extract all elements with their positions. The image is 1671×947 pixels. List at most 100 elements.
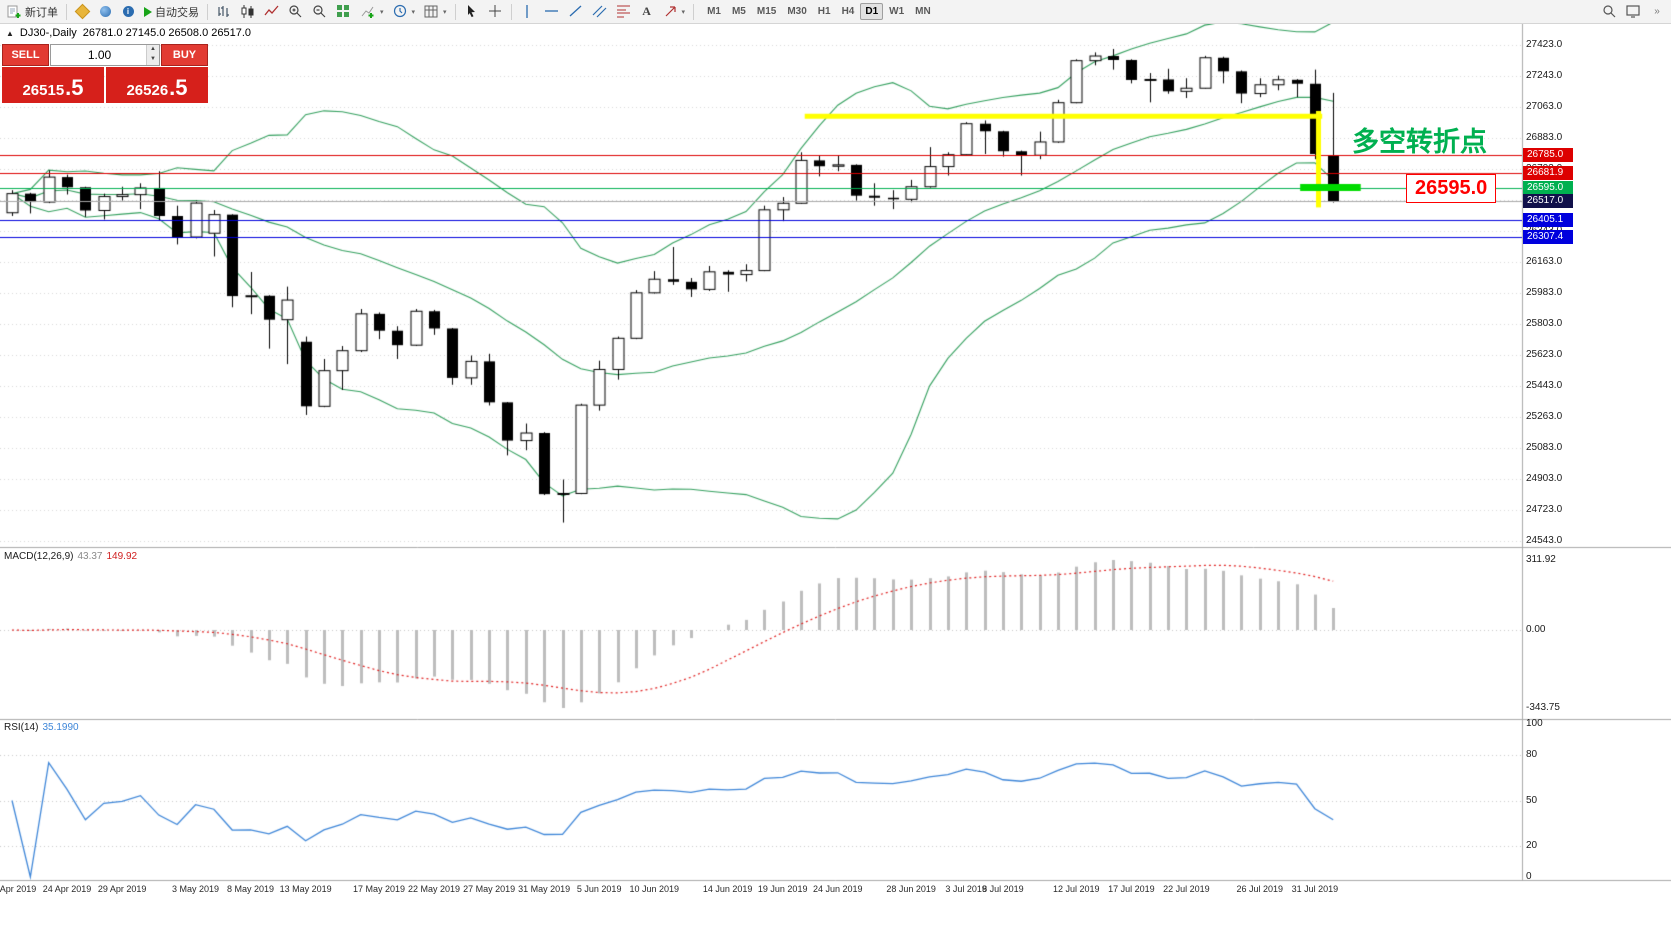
bar-chart-button[interactable] xyxy=(212,2,235,22)
sell-price-frac: .5 xyxy=(65,75,84,100)
date-axis-label: 8 May 2019 xyxy=(227,884,275,894)
date-axis-label: 3 May 2019 xyxy=(171,884,220,894)
cursor-tool-button[interactable] xyxy=(460,2,483,22)
price-scale-label: 25803.0 xyxy=(1526,318,1563,329)
trade-panel-prices: 26515.5 26526.5 xyxy=(2,67,208,103)
trendline-tool-button[interactable] xyxy=(564,2,587,22)
date-axis-label: 31 May 2019 xyxy=(518,884,571,894)
date-axis-label: 19 Jun 2019 xyxy=(757,884,808,894)
volume-down-button[interactable]: ▼ xyxy=(147,55,159,65)
buy-price[interactable]: 26526.5 xyxy=(106,67,208,103)
price-scale-label: 27063.0 xyxy=(1526,101,1563,112)
sell-price-int: 26515 xyxy=(22,82,65,99)
search-button[interactable] xyxy=(1598,2,1621,22)
date-axis-label: 28 Jun 2019 xyxy=(886,884,936,894)
templates-button[interactable]: ▾ xyxy=(420,2,451,22)
date-axis-label: 12 Jul 2019 xyxy=(1053,884,1100,894)
zoom-out-button[interactable] xyxy=(308,2,331,22)
date-axis-label: 24 Jun 2019 xyxy=(812,884,863,894)
rsi-value: 35.1990 xyxy=(42,722,79,733)
sell-button[interactable]: SELL xyxy=(2,44,49,66)
timeframe-h4-button[interactable]: H4 xyxy=(837,3,860,20)
trade-panel-controls: SELL ▲ ▼ BUY xyxy=(2,44,208,66)
cursor-icon xyxy=(467,5,475,18)
tile-windows-button[interactable] xyxy=(332,2,355,22)
channel-icon xyxy=(592,5,606,18)
toolbar-separator xyxy=(66,3,67,20)
community-button[interactable] xyxy=(94,2,116,22)
main-toolbar: 新订单 i 自动交易 xyxy=(0,0,1671,24)
macd-scale-label: -343.75 xyxy=(1526,702,1560,713)
search-icon xyxy=(1603,5,1616,18)
candlestick-chart-icon xyxy=(241,5,254,18)
sell-price[interactable]: 26515.5 xyxy=(2,67,104,103)
date-axis-label: 29 Apr 2019 xyxy=(97,884,147,894)
data-window-button[interactable] xyxy=(1622,2,1645,22)
toolbar-overflow-button[interactable]: » xyxy=(1646,2,1668,22)
date-axis-label: 17 Jul 2019 xyxy=(1108,884,1155,894)
date-axis-label: 27 May 2019 xyxy=(463,884,516,894)
price-scale-label: 27423.0 xyxy=(1526,39,1563,50)
date-axis-label: 22 Jul 2019 xyxy=(1163,884,1210,894)
vertical-line-tool-button[interactable] xyxy=(516,2,539,22)
autotrading-button[interactable]: 自动交易 xyxy=(140,2,203,22)
one-click-collapse-arrow[interactable]: ▲ xyxy=(6,28,14,38)
timeframe-h1-button[interactable]: H1 xyxy=(813,3,836,20)
candlestick-chart-button[interactable] xyxy=(236,2,259,22)
timeframe-w1-button[interactable]: W1 xyxy=(884,3,909,20)
vertical-line-icon xyxy=(525,5,528,18)
indicators-dropdown-caret: ▾ xyxy=(380,8,384,16)
templates-grid-icon xyxy=(424,5,438,18)
line-chart-button[interactable] xyxy=(260,2,283,22)
timeframe-m30-button[interactable]: M30 xyxy=(782,3,811,20)
macd-signal-value: 149.92 xyxy=(106,551,138,562)
arrow-tool-button[interactable]: ▾ xyxy=(659,2,690,22)
date-axis-label: 5 Jun 2019 xyxy=(576,884,622,894)
date-axis-label: 24 Apr 2019 xyxy=(42,884,92,894)
crosshair-tool-button[interactable] xyxy=(484,2,507,22)
toolbar-overflow-chevron: » xyxy=(1654,6,1660,17)
buy-button[interactable]: BUY xyxy=(161,44,208,66)
timeframe-m5-button[interactable]: M5 xyxy=(727,3,751,20)
macd-name: MACD(12,26,9) xyxy=(4,551,74,562)
timeframe-mn-button[interactable]: MN xyxy=(910,3,936,20)
autotrading-play-icon xyxy=(144,6,152,17)
fibonacci-tool-button[interactable] xyxy=(612,2,635,22)
horizontal-line-tool-button[interactable] xyxy=(540,2,563,22)
rsi-scale-label: 20 xyxy=(1526,840,1538,851)
volume-up-button[interactable]: ▲ xyxy=(147,45,159,55)
price-line-badge: 26307.4 xyxy=(1523,230,1573,244)
date-axis-label: 10 Jun 2019 xyxy=(629,884,680,894)
info-button[interactable]: i xyxy=(117,2,139,22)
volume-box: ▲ ▼ xyxy=(50,44,160,66)
indicators-icon xyxy=(361,6,374,18)
channel-tool-button[interactable] xyxy=(588,2,611,22)
timeframe-m15-button[interactable]: M15 xyxy=(752,3,781,20)
volume-input[interactable] xyxy=(51,45,159,65)
macd-main-value: 43.37 xyxy=(77,551,103,562)
rsi-scale-label: 80 xyxy=(1526,749,1538,760)
price-line-badge: 26595.0 xyxy=(1523,181,1573,195)
toolbar-separator xyxy=(693,3,695,20)
timeframe-m1-button[interactable]: M1 xyxy=(702,3,726,20)
date-axis-label: 3 Jul 2019 xyxy=(945,884,987,894)
trendline-icon xyxy=(569,5,581,17)
new-order-button[interactable]: 新订单 xyxy=(3,2,62,22)
price-scale-label: 25263.0 xyxy=(1526,411,1563,422)
timeframe-toolbar: M1 M5 M15 M30 H1 H4 D1 W1 MN xyxy=(702,3,936,20)
timeframe-d1-button[interactable]: D1 xyxy=(860,3,884,20)
price-line-badge: 26681.9 xyxy=(1523,166,1573,180)
text-tool-button[interactable]: A xyxy=(636,2,658,22)
price-scale-label: 25083.0 xyxy=(1526,442,1563,453)
symbol-period-label: DJ30-,Daily xyxy=(19,27,77,39)
zoom-in-button[interactable] xyxy=(284,2,307,22)
macd-scale-label: 0.00 xyxy=(1526,624,1546,635)
metaeditor-button[interactable] xyxy=(71,2,93,22)
date-axis-label: 13 May 2019 xyxy=(279,884,332,894)
indicators-button[interactable]: ▾ xyxy=(356,2,388,22)
horizontal-line-icon xyxy=(544,10,558,12)
volume-spinner: ▲ ▼ xyxy=(146,45,159,65)
periods-button[interactable]: ▾ xyxy=(389,2,420,22)
